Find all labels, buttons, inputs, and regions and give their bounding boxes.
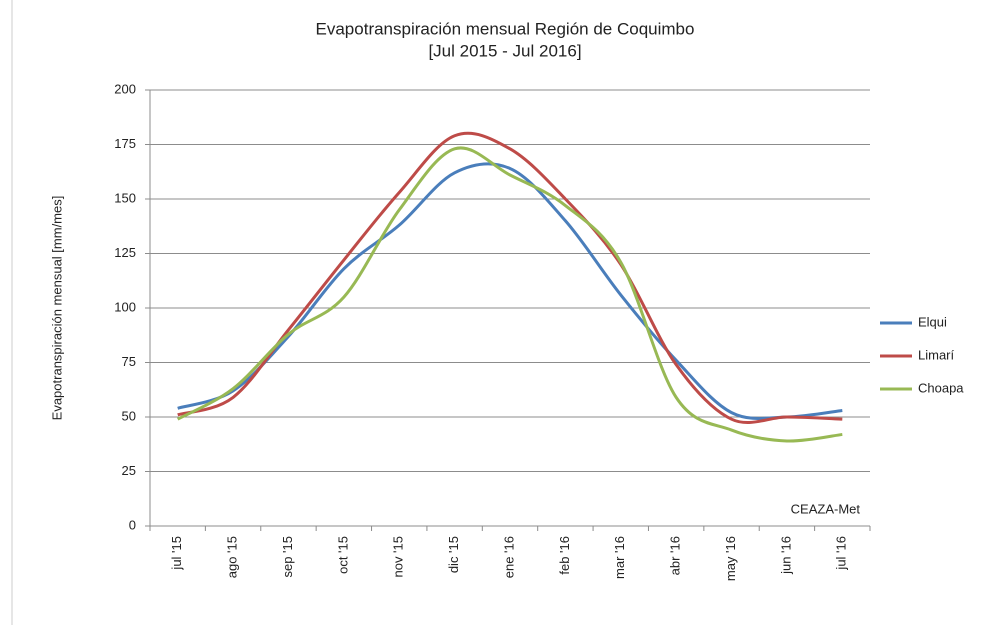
data-line [176, 146, 843, 443]
x-tick-label: dic '15 [446, 536, 461, 573]
x-tick-label: jul '15 [169, 536, 184, 571]
x-tick-label: mar '16 [612, 536, 627, 579]
y-tick-label: 25 [122, 463, 136, 478]
y-tick-label: 150 [114, 190, 136, 205]
y-tick-label: 50 [122, 408, 136, 423]
x-tick-label: oct '15 [335, 536, 350, 574]
x-tick-label: ene '16 [501, 536, 516, 578]
x-tick-label: abr '16 [668, 536, 683, 575]
chart-title: Evapotranspiración mensual Región de Coq… [316, 19, 695, 38]
data-line [177, 131, 843, 425]
y-tick-label: 75 [122, 354, 136, 369]
x-tick-label: jul '16 [834, 536, 849, 571]
y-tick-label: 200 [114, 81, 136, 96]
y-tick-label: 175 [114, 136, 136, 151]
y-axis-label: Evapotranspiración mensual [mm/mes] [49, 196, 64, 421]
y-tick-label: 125 [114, 245, 136, 260]
x-tick-label: jun '16 [778, 536, 793, 575]
x-tick-label: may '16 [723, 536, 738, 581]
x-tick-label: ago '15 [225, 536, 240, 578]
legend-label: Choapa [918, 380, 964, 395]
annotation: CEAZA-Met [791, 501, 861, 516]
legend-label: Limarí [918, 347, 955, 362]
legend-label: Elqui [918, 314, 947, 329]
chart-subtitle: [Jul 2015 - Jul 2016] [428, 41, 581, 60]
y-tick-label: 0 [129, 517, 136, 532]
data-line [177, 162, 843, 420]
x-tick-label: nov '15 [391, 536, 406, 578]
y-tick-label: 100 [114, 299, 136, 314]
x-tick-label: feb '16 [557, 536, 572, 575]
x-tick-label: sep '15 [280, 536, 295, 578]
